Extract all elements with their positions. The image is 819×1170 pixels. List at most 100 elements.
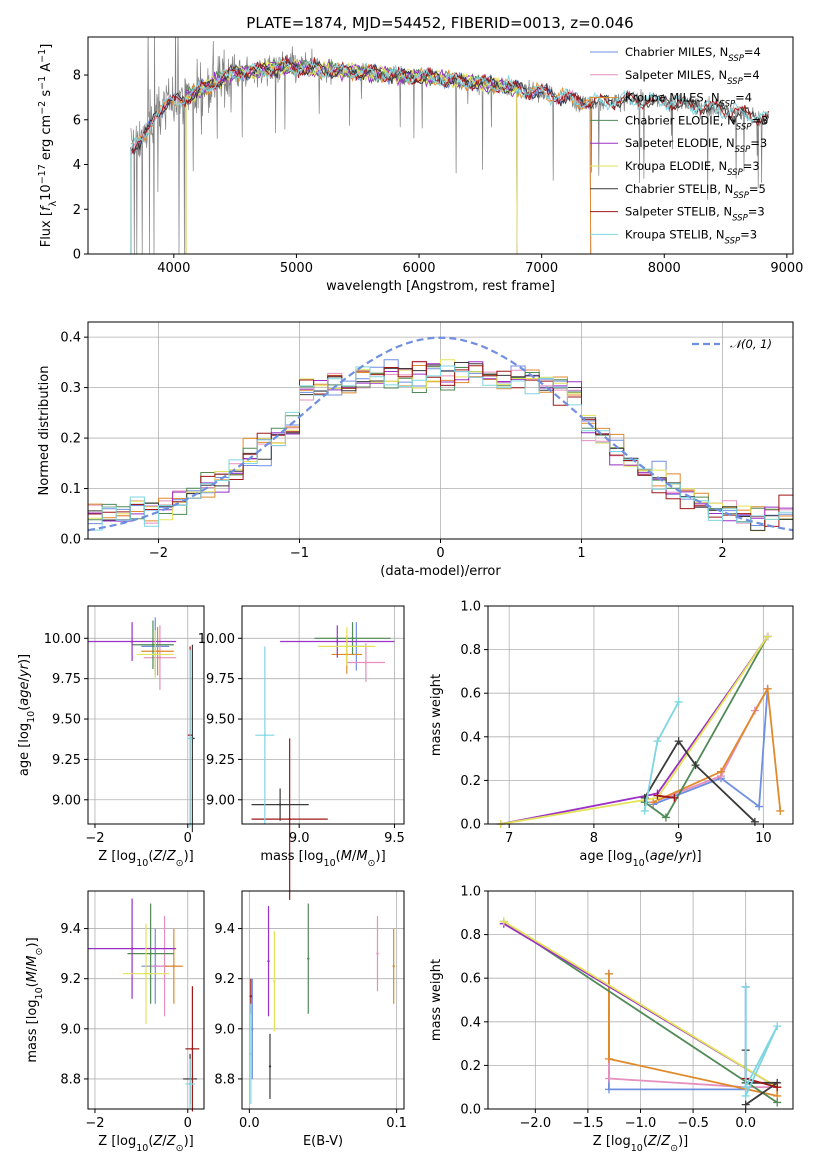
y-tick-label: 1.0 bbox=[460, 885, 481, 900]
plus-marker bbox=[763, 684, 772, 693]
plus-marker bbox=[640, 806, 649, 815]
x-tick-label: 2 bbox=[718, 546, 726, 561]
y-tick-label: 0.2 bbox=[60, 432, 81, 447]
x-tick-label: 10 bbox=[755, 831, 772, 846]
plus-marker bbox=[691, 761, 700, 770]
data-point bbox=[345, 645, 349, 648]
weight-line bbox=[745, 1077, 778, 1089]
y-tick-label: 0.4 bbox=[60, 331, 81, 346]
age-vs-mass-panel: 9.0 9.5 9.00 9.25 9.50 9.75 10.00 mass [log10(M… bbox=[198, 605, 405, 900]
data-point bbox=[273, 980, 276, 983]
legend-label: Kroupa MILES, NSSP=4 bbox=[625, 91, 752, 110]
plus-marker bbox=[653, 791, 662, 800]
y-tick-label: 0 bbox=[73, 248, 81, 263]
plus-marker bbox=[773, 1098, 782, 1107]
plus-marker bbox=[741, 1100, 750, 1109]
x-tick-label: −1.0 bbox=[625, 1116, 657, 1131]
data-point bbox=[151, 643, 155, 646]
y-tick-label: 0.4 bbox=[460, 730, 481, 745]
legend-label: Kroupa ELODIE, NSSP=3 bbox=[625, 159, 760, 178]
data-point bbox=[364, 661, 368, 664]
plot-area bbox=[499, 917, 782, 1109]
plus-marker bbox=[661, 813, 670, 822]
data-point bbox=[249, 1052, 253, 1056]
y-tick-label: 4 bbox=[73, 158, 81, 173]
y-tick-label: 9.25 bbox=[52, 753, 81, 768]
x-tick-label: −1.5 bbox=[572, 1116, 604, 1131]
y-tick-label: 0.0 bbox=[460, 818, 481, 833]
data-point bbox=[376, 952, 379, 955]
x-tick-label: 7 bbox=[505, 831, 513, 846]
y-tick-label: 1.0 bbox=[460, 600, 481, 615]
plus-marker bbox=[674, 697, 683, 706]
x-tick-label: 9.5 bbox=[384, 831, 405, 846]
x-tick-label: 0.0 bbox=[239, 1116, 260, 1131]
y-tick-label: 9.75 bbox=[206, 672, 235, 687]
plot-area bbox=[88, 617, 195, 833]
x-tick-label: 6000 bbox=[402, 261, 435, 276]
x-axis-label: Z [log10(Z/Z⊙)] bbox=[98, 1134, 193, 1154]
x-tick-label: −2.0 bbox=[520, 1116, 552, 1131]
normal-curve bbox=[88, 336, 793, 532]
model-line-kroupa-elodie bbox=[185, 58, 518, 254]
x-tick-label: 5000 bbox=[280, 261, 313, 276]
weight-vs-age-panel: 7 8 9 10 0.0 0.2 0.4 0.6 0.8 1.0 age [log10(age/yr… bbox=[429, 600, 794, 869]
axes-frame bbox=[241, 890, 405, 1110]
y-tick-label: 2 bbox=[73, 203, 81, 218]
weight-line bbox=[608, 973, 779, 1098]
legend-label: Chabrier MILES, NSSP=4 bbox=[625, 45, 761, 64]
data-point bbox=[267, 959, 270, 963]
y-tick-label: 9.0 bbox=[60, 1022, 81, 1037]
y-axis-label: mass [log10(M/M⊙)] bbox=[25, 937, 45, 1062]
data-point bbox=[249, 995, 253, 998]
y-tick-label: 0.6 bbox=[460, 972, 481, 987]
data-point bbox=[130, 947, 134, 950]
data-point bbox=[149, 952, 152, 955]
y-tick-label: 0.0 bbox=[60, 533, 81, 548]
model-line-kroupa-stelib bbox=[130, 57, 769, 254]
plus-marker bbox=[670, 793, 679, 802]
legend-label: Chabrier STELIB, NSSP=5 bbox=[625, 182, 766, 201]
plus-marker bbox=[763, 632, 772, 641]
data-point bbox=[130, 640, 134, 643]
y-tick-label: 9.50 bbox=[206, 713, 235, 728]
x-axis-label: age [log10(age/yr)] bbox=[579, 849, 701, 869]
plus-marker bbox=[604, 969, 613, 978]
x-tick-label: 4000 bbox=[157, 261, 190, 276]
x-tick-label: 1 bbox=[577, 546, 585, 561]
data-point bbox=[288, 817, 291, 821]
y-axis-label: mass weight bbox=[429, 959, 444, 1041]
y-tick-label: 8.8 bbox=[60, 1072, 81, 1087]
mass-vs-reddening-panel: 0.0 0.1 8.8 9.0 9.2 9.4 E(B-V) bbox=[214, 890, 407, 1149]
plus-marker bbox=[674, 737, 683, 746]
x-tick-label: 0 bbox=[436, 546, 444, 561]
x-tick-label: 7000 bbox=[525, 261, 558, 276]
y-tick-label: 10.00 bbox=[44, 632, 81, 647]
plus-marker bbox=[741, 1083, 750, 1092]
x-tick-label: 9000 bbox=[770, 261, 803, 276]
plot-area bbox=[249, 903, 395, 1104]
x-axis-label: E(B-V) bbox=[303, 1134, 343, 1149]
y-tick-label: 8.8 bbox=[214, 1072, 235, 1087]
weight-line bbox=[652, 688, 769, 809]
y-axis-label: Normed distribution bbox=[37, 366, 52, 496]
y-tick-label: 0.6 bbox=[460, 687, 481, 702]
legend-label: Salpeter MILES, NSSP=4 bbox=[625, 68, 760, 87]
plot-area bbox=[88, 898, 200, 1112]
y-tick-label: 0.8 bbox=[460, 928, 481, 943]
model-line-salpeter-stelib bbox=[130, 55, 769, 254]
y-tick-label: 8 bbox=[73, 69, 81, 84]
data-point bbox=[351, 637, 354, 640]
data-point bbox=[392, 964, 395, 968]
data-point bbox=[251, 1027, 254, 1031]
weight-line bbox=[608, 973, 747, 1091]
y-tick-label: 9.4 bbox=[214, 922, 235, 937]
x-tick-label: −0.5 bbox=[677, 1116, 709, 1131]
x-axis-label: (data-model)/error bbox=[380, 564, 501, 579]
y-axis-label: Flux [fλ10−17 erg cm−2 s−1 A−1] bbox=[37, 44, 59, 248]
y-tick-label: 0.1 bbox=[60, 482, 81, 497]
residuals-panel: −2 −1 0 1 2 0.0 0.1 0.2 0.3 0.4 (data-model)/error… bbox=[37, 321, 794, 579]
weight-line bbox=[503, 920, 778, 1088]
x-axis-label: mass [log10(M/M⊙)] bbox=[260, 849, 385, 869]
